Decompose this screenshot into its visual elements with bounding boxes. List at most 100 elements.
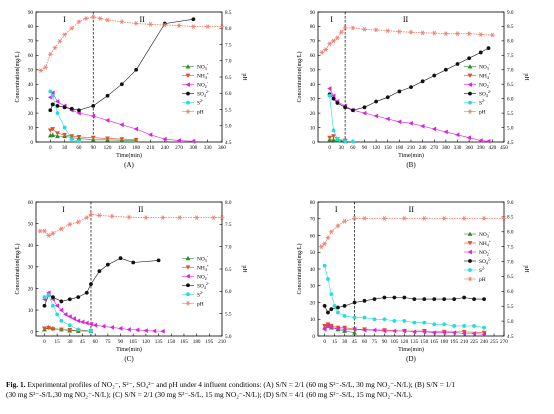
y2-tick-label: 9.0 bbox=[507, 10, 514, 16]
data-point bbox=[374, 99, 379, 104]
data-point bbox=[84, 320, 89, 326]
data-point bbox=[160, 328, 165, 334]
x-tick-label: 120 bbox=[400, 339, 408, 345]
data-point bbox=[101, 323, 106, 329]
legend: NO3-NH4+NO2-SO42-S2- pH bbox=[182, 62, 210, 116]
series-line bbox=[50, 128, 137, 141]
panel-label: (A) bbox=[124, 161, 134, 169]
data-point bbox=[109, 324, 115, 330]
caption-line-2: (30 mg S²⁻-S/L,30 mg NO₂⁻-N/L); (C) S/N … bbox=[6, 390, 413, 399]
legend-marker bbox=[468, 268, 472, 272]
data-point bbox=[50, 132, 56, 137]
data-point bbox=[461, 331, 467, 336]
data-point bbox=[58, 226, 64, 232]
legend-entry: pH bbox=[197, 301, 204, 307]
legend-entry: NH4+ bbox=[197, 71, 210, 80]
data-point bbox=[382, 295, 387, 300]
x-tick-label: 90 bbox=[382, 339, 388, 345]
data-point bbox=[327, 86, 332, 91]
data-point bbox=[461, 216, 467, 221]
data-point bbox=[318, 244, 324, 249]
series-no2- bbox=[322, 323, 486, 337]
legend-entry: S2- bbox=[197, 290, 204, 299]
y2-tick-label: 7.0 bbox=[225, 244, 232, 250]
data-point bbox=[177, 215, 183, 220]
x-tick-label: 450 bbox=[500, 145, 508, 151]
data-point bbox=[462, 324, 467, 328]
data-point bbox=[441, 330, 447, 336]
y2-axis-title: pH bbox=[241, 265, 247, 273]
y-tick-label: 80 bbox=[310, 24, 316, 30]
legend-marker bbox=[185, 73, 191, 78]
x-tick-label: 45 bbox=[80, 339, 86, 345]
y-tick-label: 10 bbox=[310, 125, 316, 131]
y-tick-label: 50 bbox=[28, 221, 34, 227]
data-point bbox=[327, 93, 332, 98]
data-point bbox=[143, 328, 148, 333]
data-point bbox=[219, 215, 225, 220]
chart-panel-d: 0 15 30 45 60 75 90 105 120 135 150 165 180 195 210 225… bbox=[296, 200, 529, 363]
data-point bbox=[77, 139, 81, 144]
x-tick-label: 270 bbox=[430, 145, 438, 151]
y-tick-label: 0 bbox=[312, 140, 315, 146]
legend-marker bbox=[467, 109, 473, 114]
y2-tick-label: 8.0 bbox=[507, 230, 514, 236]
data-point bbox=[76, 135, 82, 140]
x-tick-label: 0 bbox=[49, 145, 52, 151]
y2-tick-label: 8.5 bbox=[507, 215, 514, 221]
x-tick-label: 210 bbox=[147, 145, 155, 151]
x-tick-label: 240 bbox=[419, 145, 427, 151]
data-point bbox=[451, 330, 457, 336]
y-tick-label: 10 bbox=[310, 317, 316, 323]
data-point bbox=[50, 93, 55, 98]
data-point bbox=[455, 132, 460, 138]
data-point bbox=[328, 229, 334, 235]
data-point bbox=[322, 326, 327, 332]
y-tick-label: 50 bbox=[28, 68, 34, 74]
x-tick-label: 360 bbox=[465, 145, 473, 151]
legend: NO3-NH4+NO2-SO42-S2- pH bbox=[464, 230, 492, 283]
data-point bbox=[441, 216, 447, 221]
data-point bbox=[343, 105, 348, 110]
x-tick-label: 195 bbox=[205, 339, 213, 345]
x-tick-label: 210 bbox=[460, 339, 468, 345]
series-no2- bbox=[327, 86, 491, 144]
data-point bbox=[143, 215, 149, 220]
data-point bbox=[156, 258, 161, 263]
legend-marker bbox=[186, 292, 190, 297]
y-tick-label: 30 bbox=[310, 284, 316, 290]
series-no2- bbox=[42, 290, 165, 334]
data-point bbox=[91, 103, 96, 108]
data-point bbox=[59, 318, 64, 323]
series-line bbox=[329, 47, 489, 111]
x-axis-title: Time(min) bbox=[116, 346, 142, 353]
data-point bbox=[97, 16, 103, 21]
chart-panel-c: 0 15 30 45 60 75 90 105 120 135 150 165 180 195 210 0 10… bbox=[14, 200, 247, 363]
data-point bbox=[467, 56, 472, 61]
data-point bbox=[328, 325, 334, 331]
data-point bbox=[322, 303, 327, 308]
data-point bbox=[119, 137, 125, 142]
legend-marker bbox=[185, 273, 190, 279]
data-point bbox=[489, 32, 495, 38]
data-point bbox=[62, 125, 67, 130]
data-point bbox=[352, 330, 357, 335]
figure-caption: Fig. 1. Experimental profiles of NO₂⁻, S… bbox=[6, 380, 548, 400]
legend-entry: SO42- bbox=[479, 257, 492, 266]
data-point bbox=[481, 330, 487, 336]
legend-entry: NH4+ bbox=[479, 239, 492, 248]
data-point bbox=[55, 103, 60, 108]
legend-marker bbox=[185, 82, 190, 87]
y2-tick-label: 5.0 bbox=[507, 125, 514, 131]
data-point bbox=[69, 134, 75, 139]
chart-panel-a: 0 30 60 90 120 150 180 210 240 270 300 330 360 0 10 20 3… bbox=[14, 10, 247, 169]
data-point bbox=[62, 105, 67, 110]
data-point bbox=[126, 214, 132, 220]
data-point bbox=[90, 135, 96, 141]
legend-marker bbox=[185, 64, 191, 69]
data-point bbox=[42, 303, 47, 308]
data-point bbox=[105, 117, 110, 123]
x-tick-label: 90 bbox=[91, 145, 97, 151]
y2-tick-label: 6.5 bbox=[225, 75, 232, 81]
data-point bbox=[88, 321, 93, 327]
